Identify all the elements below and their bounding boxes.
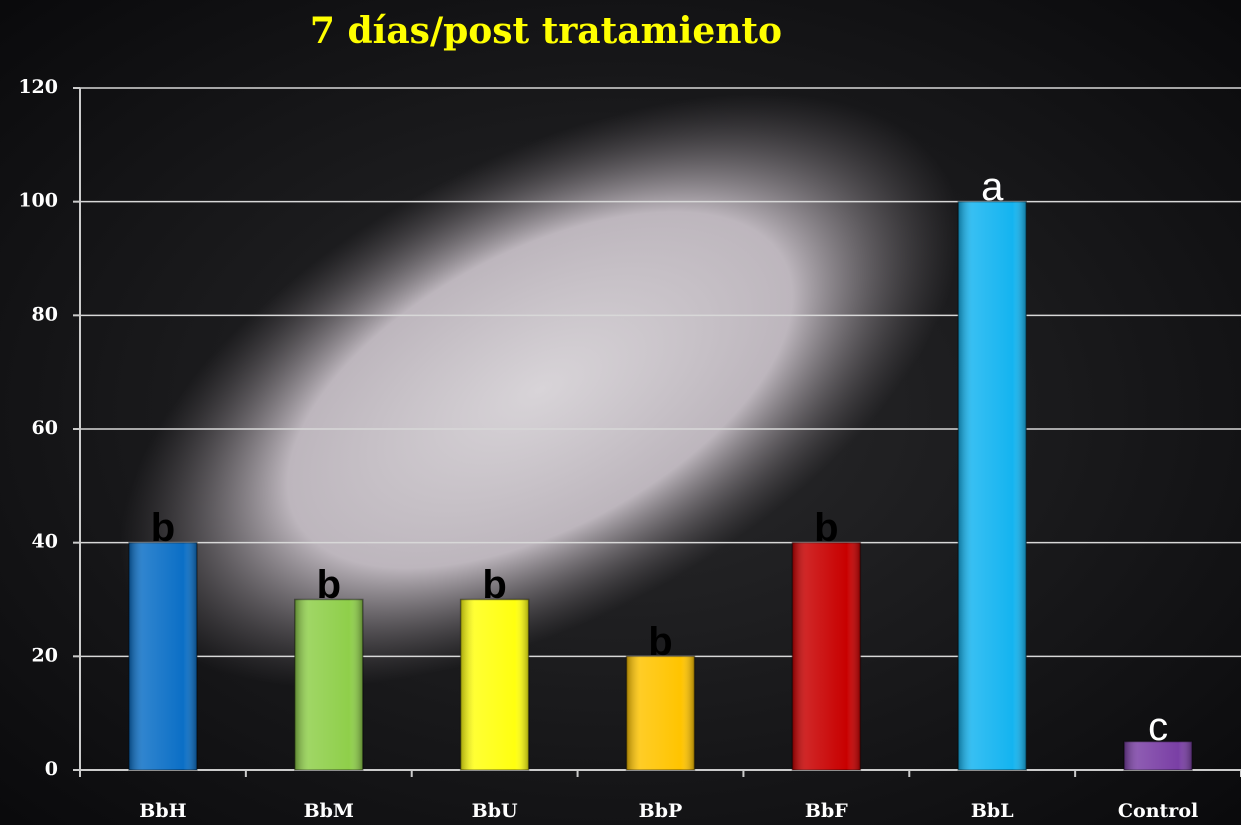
bar-shine [626, 656, 694, 770]
y-tick-label: 40 [32, 531, 58, 553]
significance-letter: a [981, 165, 1004, 209]
y-tick-label: 60 [32, 417, 58, 439]
x-tick-label: BbH [139, 800, 186, 822]
bar-shine [295, 600, 363, 771]
x-tick-label: BbM [304, 800, 354, 822]
significance-letter: b [648, 620, 672, 664]
chart-title: 7 días/post tratamiento [310, 10, 782, 52]
y-tick-label: 100 [18, 190, 58, 212]
bar-shine [461, 600, 529, 771]
y-tick-label: 120 [18, 76, 58, 98]
significance-letter: b [482, 563, 506, 607]
significance-letter: b [317, 563, 341, 607]
x-tick-label: BbU [472, 800, 518, 822]
significance-letter: b [814, 506, 838, 550]
y-tick-label: 80 [32, 303, 58, 325]
significance-letter: c [1148, 705, 1168, 749]
chart: 7 días/post tratamiento 0 20 40 60 80 100 120 B… [0, 0, 1241, 825]
bar-shine [129, 543, 197, 770]
x-tick-label: BbF [805, 800, 848, 822]
bar-shine [792, 543, 860, 770]
x-tick-label: BbP [639, 800, 683, 822]
x-tick-label: BbL [971, 800, 1014, 822]
significance-letter: b [151, 506, 175, 550]
x-tick-label: Control [1118, 800, 1198, 822]
y-tick-label: 20 [32, 644, 58, 666]
y-tick-label: 0 [45, 758, 58, 780]
bar-shine [958, 202, 1026, 770]
